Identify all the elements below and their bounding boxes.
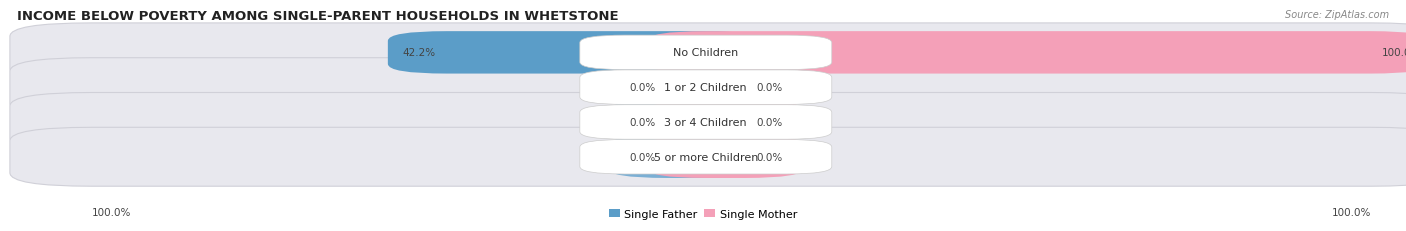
FancyBboxPatch shape — [607, 67, 765, 109]
Text: 100.0%: 100.0% — [91, 207, 131, 217]
Text: 42.2%: 42.2% — [402, 48, 436, 58]
Text: 5 or more Children: 5 or more Children — [654, 152, 758, 162]
FancyBboxPatch shape — [10, 24, 1406, 82]
FancyBboxPatch shape — [10, 58, 1406, 117]
FancyBboxPatch shape — [607, 136, 765, 178]
Text: Source: ZipAtlas.com: Source: ZipAtlas.com — [1285, 10, 1389, 20]
Text: 0.0%: 0.0% — [756, 152, 783, 162]
FancyBboxPatch shape — [579, 71, 832, 105]
Text: 0.0%: 0.0% — [756, 117, 783, 128]
FancyBboxPatch shape — [579, 105, 832, 140]
Text: 0.0%: 0.0% — [756, 83, 783, 93]
FancyBboxPatch shape — [647, 67, 804, 109]
FancyBboxPatch shape — [647, 101, 804, 143]
Text: INCOME BELOW POVERTY AMONG SINGLE-PARENT HOUSEHOLDS IN WHETSTONE: INCOME BELOW POVERTY AMONG SINGLE-PARENT… — [17, 10, 619, 23]
Text: 1 or 2 Children: 1 or 2 Children — [665, 83, 747, 93]
Text: 0.0%: 0.0% — [628, 117, 655, 128]
Text: 3 or 4 Children: 3 or 4 Children — [665, 117, 747, 128]
Text: No Children: No Children — [673, 48, 738, 58]
FancyBboxPatch shape — [388, 32, 765, 74]
Text: 100.0%: 100.0% — [1382, 48, 1406, 58]
FancyBboxPatch shape — [10, 128, 1406, 186]
FancyBboxPatch shape — [607, 101, 765, 143]
Text: 0.0%: 0.0% — [628, 152, 655, 162]
FancyBboxPatch shape — [647, 32, 1406, 74]
Legend: Single Father, Single Mother: Single Father, Single Mother — [605, 204, 801, 223]
FancyBboxPatch shape — [647, 136, 804, 178]
FancyBboxPatch shape — [579, 140, 832, 174]
Text: 0.0%: 0.0% — [628, 83, 655, 93]
FancyBboxPatch shape — [579, 36, 832, 70]
FancyBboxPatch shape — [10, 93, 1406, 152]
Text: 100.0%: 100.0% — [1331, 207, 1371, 217]
